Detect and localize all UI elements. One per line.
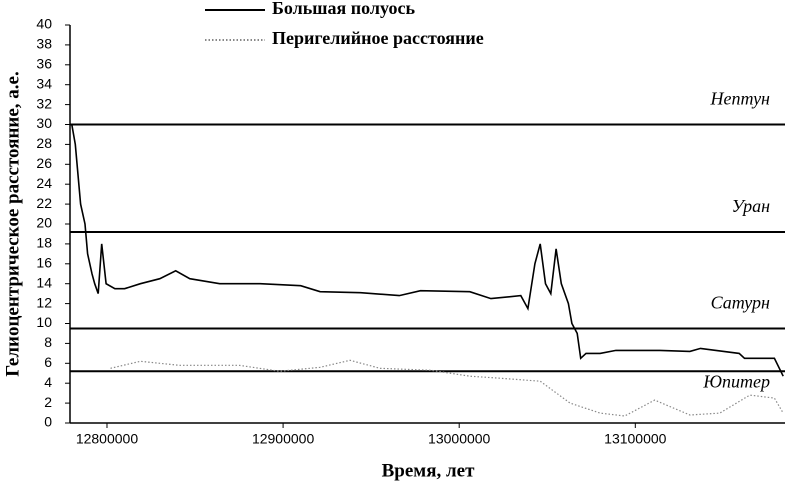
reference-label: Нептун [710,89,771,109]
y-tick-label: 34 [36,75,52,91]
series-line [71,124,784,377]
y-tick-label: 24 [36,175,52,191]
reference-label: Юпитер [702,371,770,391]
y-tick-label: 0 [44,414,52,430]
y-tick-label: 2 [44,394,52,410]
y-tick-label: 38 [36,36,52,52]
y-tick-label: 10 [36,314,52,330]
y-axis-label: Гелиоцентрическое расстояние, а.е. [2,71,23,376]
y-tick-label: 4 [44,374,52,390]
x-tick-label: 13100000 [604,431,667,447]
x-tick-label: 12800000 [76,431,139,447]
y-tick-label: 32 [36,95,52,111]
x-axis-label: Время, лет [382,460,475,481]
y-tick-label: 22 [36,195,52,211]
legend-label: Большая полуось [272,0,415,18]
x-tick-label: 13000000 [428,431,491,447]
y-tick-label: 26 [36,155,52,171]
y-tick-label: 14 [36,274,52,290]
series-line [110,359,784,417]
legend-label: Перигелийное расстояние [272,28,484,48]
y-tick-label: 18 [36,235,52,251]
y-tick-label: 40 [36,16,52,32]
reference-label: Сатурн [711,293,770,313]
x-tick-label: 12900000 [252,431,315,447]
y-tick-label: 28 [36,135,52,151]
y-tick-label: 6 [44,354,52,370]
y-tick-label: 16 [36,255,52,271]
y-tick-label: 12 [36,294,52,310]
y-tick-label: 36 [36,56,52,72]
y-tick-label: 20 [36,215,52,231]
y-tick-label: 8 [44,334,52,350]
reference-label: Уран [732,196,770,216]
y-tick-label: 30 [36,115,52,131]
